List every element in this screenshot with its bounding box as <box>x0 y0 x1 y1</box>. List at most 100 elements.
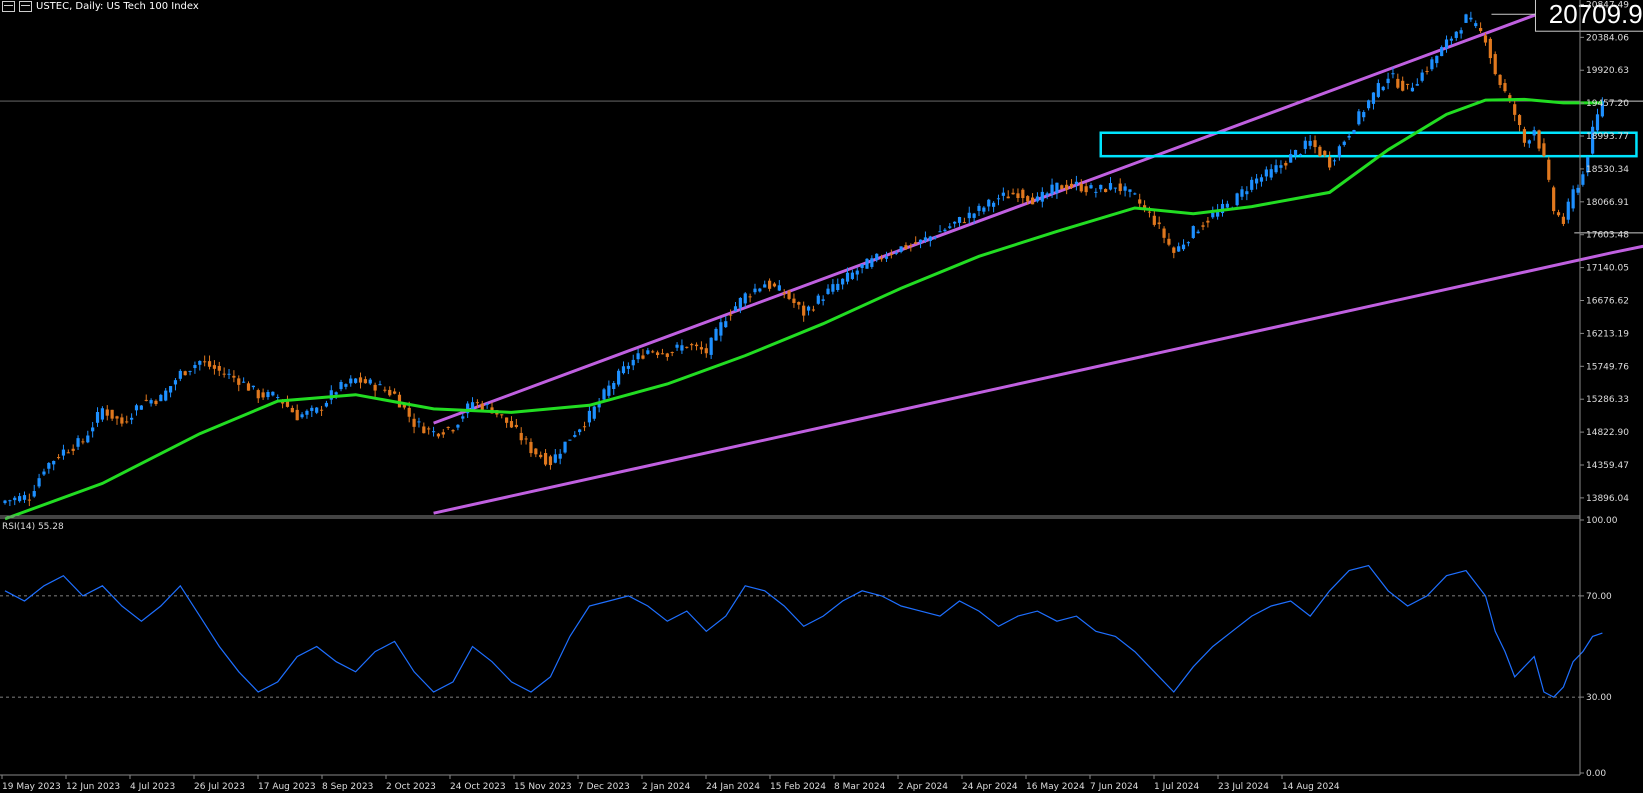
candle-body <box>1162 228 1166 238</box>
candle-body <box>329 390 333 400</box>
candle-body <box>899 246 903 252</box>
candle-body <box>91 427 95 432</box>
candle-body <box>563 441 567 453</box>
candle-body <box>1376 83 1380 97</box>
candle-body <box>743 293 747 304</box>
candle-body <box>753 288 757 293</box>
candle-body <box>1440 47 1444 57</box>
price-tick-label: 18066.91 <box>1586 198 1629 208</box>
candle-body <box>987 199 991 207</box>
candle-body <box>66 452 70 454</box>
candle-body <box>1498 74 1502 85</box>
candle-body <box>436 433 441 437</box>
candle-body <box>714 328 718 341</box>
candle-body <box>1430 59 1434 70</box>
candle-body <box>1464 14 1468 23</box>
candle-body <box>1220 203 1225 214</box>
candle-body <box>1104 188 1108 193</box>
candle-body <box>417 421 421 423</box>
candle-body <box>1410 87 1415 92</box>
candle-body <box>733 306 738 312</box>
candle-body <box>904 245 908 249</box>
candle-body <box>553 454 557 463</box>
candle-body <box>466 403 470 414</box>
candle-body <box>1157 222 1161 225</box>
candle-body <box>962 222 966 224</box>
candle-body <box>1094 191 1098 193</box>
main-plot: 20709.9519486.0417630.00 <box>3 0 1643 521</box>
candle-body <box>456 424 460 428</box>
candle-body <box>183 371 187 376</box>
candle-body <box>1279 165 1283 168</box>
candle-body <box>646 350 650 354</box>
candle-body <box>694 344 699 347</box>
candle-body <box>1108 183 1113 190</box>
channel-upper-line <box>433 0 1580 425</box>
candle-body <box>1571 189 1575 209</box>
candle-body <box>1415 84 1419 86</box>
candle-body <box>427 428 431 430</box>
candle-body <box>61 449 66 456</box>
candle-body <box>582 426 587 428</box>
candle-body <box>558 453 562 459</box>
candle-body <box>193 365 197 369</box>
candle-body <box>1035 196 1040 202</box>
candle-body <box>1503 83 1507 92</box>
candle-body <box>651 351 655 353</box>
candle-body <box>1211 212 1215 218</box>
time-tick-label: 7 Dec 2023 <box>578 782 630 792</box>
candle-body <box>1586 157 1590 173</box>
candle-body <box>149 400 153 404</box>
price-tick-label: 18530.34 <box>1586 165 1629 175</box>
candle-body <box>607 385 611 396</box>
candle-body <box>319 409 324 411</box>
candle-body <box>1264 169 1268 177</box>
time-tick-label: 24 Apr 2024 <box>962 782 1018 792</box>
candle-body <box>1172 247 1176 253</box>
candle-body <box>1595 114 1600 131</box>
candle-body <box>363 379 367 384</box>
rsi-line <box>4 564 1603 698</box>
candle-body <box>665 353 669 357</box>
candle-body <box>889 253 893 255</box>
candle-body <box>1201 225 1205 227</box>
candle-body <box>1483 35 1488 43</box>
candle-body <box>1323 150 1327 156</box>
candle-body <box>1405 83 1410 85</box>
candle-body <box>996 198 1001 200</box>
candle-body <box>836 283 840 291</box>
candle-body <box>767 280 772 289</box>
time-tick-label: 14 Aug 2024 <box>1282 782 1340 792</box>
candle-body <box>227 373 231 375</box>
candle-body <box>992 202 996 207</box>
candle-body <box>957 217 962 223</box>
candle-body <box>1425 71 1429 73</box>
candle-body <box>655 352 660 356</box>
candle-body <box>251 385 255 388</box>
price-tick-label: 19457.20 <box>1586 99 1629 109</box>
time-tick-label: 19 May 2023 <box>2 782 61 792</box>
candle-body <box>261 392 265 398</box>
grid-layer <box>0 100 1580 698</box>
candle-body <box>1138 199 1142 204</box>
candle-body <box>1367 100 1371 109</box>
candle-body <box>1581 174 1585 185</box>
candle-body <box>1532 130 1536 136</box>
candle-body <box>134 405 139 411</box>
candle-body <box>47 463 51 469</box>
candle-body <box>71 448 75 451</box>
candle-body <box>1289 154 1293 163</box>
candle-body <box>86 435 90 443</box>
candle-body <box>845 272 850 282</box>
candle-body <box>1196 231 1200 234</box>
candle-body <box>203 361 207 363</box>
time-tick-label: 23 Jul 2024 <box>1218 782 1269 792</box>
candle-body <box>222 373 226 375</box>
chart-window-icon <box>2 1 15 12</box>
time-tick-label: 24 Oct 2023 <box>450 782 506 792</box>
candle-body <box>402 404 406 408</box>
candle-body <box>1347 135 1351 138</box>
candle-body <box>923 237 928 241</box>
candle-body <box>1167 238 1171 245</box>
